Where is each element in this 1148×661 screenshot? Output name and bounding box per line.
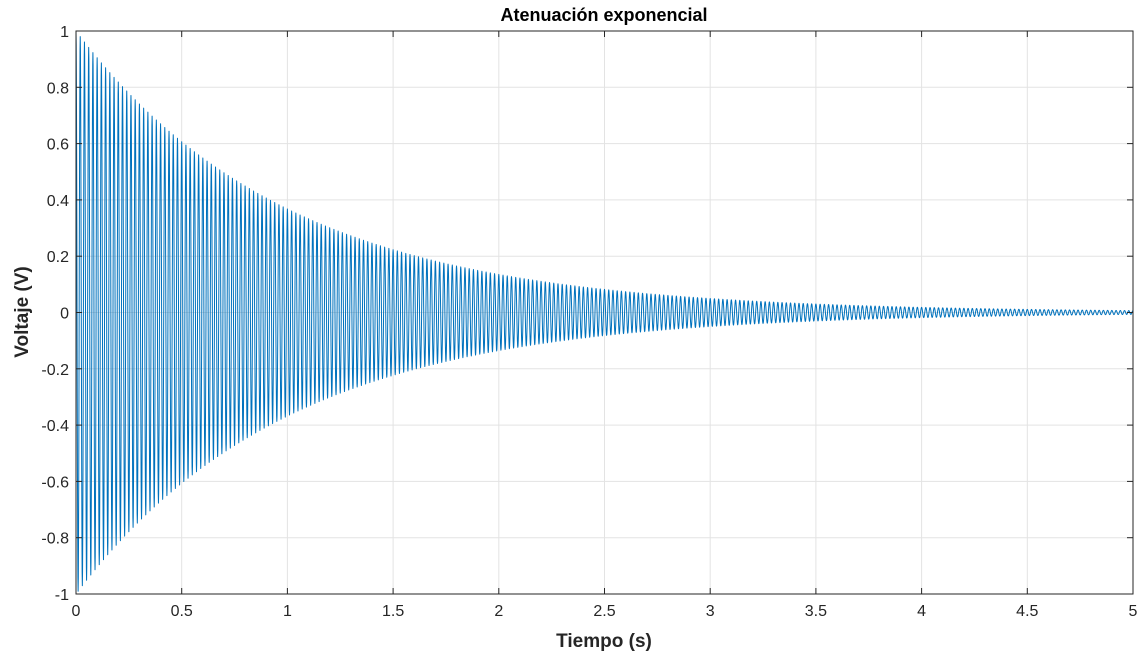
x-tick-label: 1.5 bbox=[382, 603, 404, 620]
y-tick-label: 0.6 bbox=[47, 137, 69, 154]
x-tick-label: 4 bbox=[917, 603, 926, 620]
x-tick-label: 4.5 bbox=[1016, 603, 1038, 620]
grid bbox=[75, 30, 1134, 595]
x-tick-label: 3 bbox=[706, 603, 715, 620]
x-tick-label: 0 bbox=[72, 603, 81, 620]
x-tick-label: 2.5 bbox=[593, 603, 615, 620]
ticks: 0 0.5 1 1.5 2 2.5 3 3.5 4 4.5 5 -1 -0.8 -0.6 -0.4 -0.2 0… bbox=[41, 24, 1137, 620]
x-tick-label: 0.5 bbox=[171, 603, 193, 620]
y-tick-label: -0.2 bbox=[41, 362, 69, 379]
y-tick-label: -0.6 bbox=[41, 474, 69, 491]
y-tick-label: 1 bbox=[60, 24, 69, 41]
y-tick-label: -0.4 bbox=[41, 418, 69, 435]
y-tick-label: 0.8 bbox=[47, 80, 69, 97]
plot-area bbox=[75, 30, 1134, 592]
y-tick-label: -0.8 bbox=[41, 531, 69, 548]
x-tick-label: 5 bbox=[1129, 603, 1138, 620]
y-tick-label: 0.2 bbox=[47, 249, 69, 266]
y-tick-label: 0 bbox=[60, 306, 69, 323]
y-axis-label: Voltaje (V) bbox=[12, 266, 33, 358]
chart-title: Atenuación exponencial bbox=[500, 5, 707, 25]
y-tick-label: -1 bbox=[55, 587, 69, 604]
x-tick-label: 1 bbox=[283, 603, 292, 620]
series-line bbox=[75, 30, 1134, 592]
x-axis-label: Tiempo (s) bbox=[556, 631, 652, 652]
y-tick-label: 0.4 bbox=[47, 193, 69, 210]
x-tick-label: 3.5 bbox=[805, 603, 827, 620]
x-tick-label: 2 bbox=[494, 603, 503, 620]
